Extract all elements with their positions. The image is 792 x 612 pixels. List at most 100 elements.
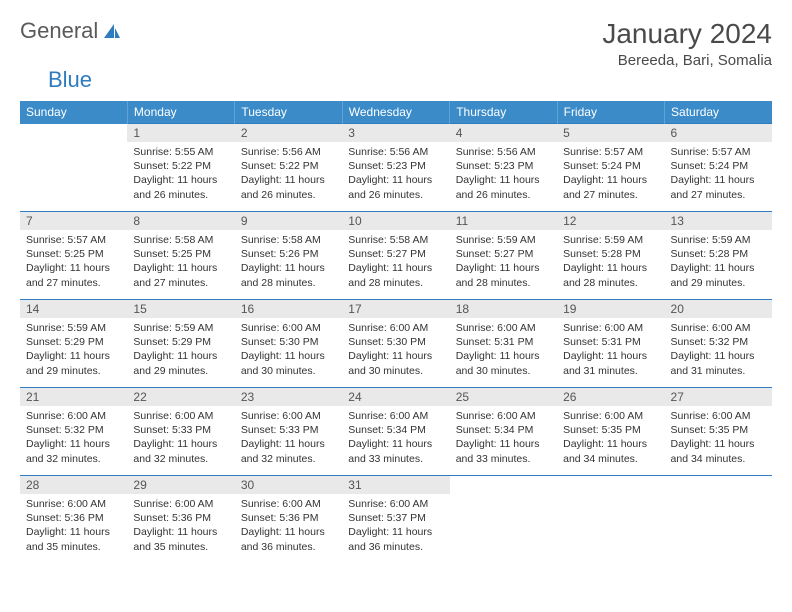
day-content: Sunrise: 5:55 AMSunset: 5:22 PMDaylight:… [127, 142, 234, 206]
day-content: Sunrise: 5:57 AMSunset: 5:24 PMDaylight:… [557, 142, 664, 206]
weekday-header: Saturday [665, 101, 772, 124]
calendar-day-cell: 17Sunrise: 6:00 AMSunset: 5:30 PMDayligh… [342, 300, 449, 388]
day-number: 31 [342, 476, 449, 494]
calendar-day-cell [20, 124, 127, 212]
day-content: Sunrise: 5:59 AMSunset: 5:27 PMDaylight:… [450, 230, 557, 294]
day-number: 14 [20, 300, 127, 318]
calendar-day-cell [557, 476, 664, 564]
day-number: 27 [665, 388, 772, 406]
day-content: Sunrise: 5:59 AMSunset: 5:28 PMDaylight:… [557, 230, 664, 294]
calendar-day-cell: 13Sunrise: 5:59 AMSunset: 5:28 PMDayligh… [665, 212, 772, 300]
calendar-week-row: 21Sunrise: 6:00 AMSunset: 5:32 PMDayligh… [20, 388, 772, 476]
day-number: 3 [342, 124, 449, 142]
calendar-day-cell: 5Sunrise: 5:57 AMSunset: 5:24 PMDaylight… [557, 124, 664, 212]
calendar-day-cell: 24Sunrise: 6:00 AMSunset: 5:34 PMDayligh… [342, 388, 449, 476]
day-content: Sunrise: 6:00 AMSunset: 5:32 PMDaylight:… [20, 406, 127, 470]
calendar-day-cell: 1Sunrise: 5:55 AMSunset: 5:22 PMDaylight… [127, 124, 234, 212]
calendar-day-cell: 10Sunrise: 5:58 AMSunset: 5:27 PMDayligh… [342, 212, 449, 300]
logo: General [20, 18, 124, 44]
weekday-header: Wednesday [342, 101, 449, 124]
day-content: Sunrise: 5:56 AMSunset: 5:23 PMDaylight:… [450, 142, 557, 206]
day-number: 15 [127, 300, 234, 318]
day-content: Sunrise: 6:00 AMSunset: 5:33 PMDaylight:… [127, 406, 234, 470]
day-content: Sunrise: 5:58 AMSunset: 5:26 PMDaylight:… [235, 230, 342, 294]
day-number: 18 [450, 300, 557, 318]
logo-text-blue: Blue [48, 67, 168, 93]
day-content: Sunrise: 6:00 AMSunset: 5:30 PMDaylight:… [342, 318, 449, 382]
day-number: 29 [127, 476, 234, 494]
logo-text-general: General [20, 18, 98, 44]
month-title: January 2024 [602, 18, 772, 50]
day-number: 21 [20, 388, 127, 406]
day-number: 2 [235, 124, 342, 142]
day-number: 22 [127, 388, 234, 406]
day-content: Sunrise: 6:00 AMSunset: 5:36 PMDaylight:… [20, 494, 127, 558]
weekday-header: Tuesday [235, 101, 342, 124]
day-number: 5 [557, 124, 664, 142]
calendar-day-cell: 3Sunrise: 5:56 AMSunset: 5:23 PMDaylight… [342, 124, 449, 212]
day-content: Sunrise: 5:58 AMSunset: 5:27 PMDaylight:… [342, 230, 449, 294]
day-content: Sunrise: 6:00 AMSunset: 5:34 PMDaylight:… [342, 406, 449, 470]
day-number: 25 [450, 388, 557, 406]
calendar-day-cell: 23Sunrise: 6:00 AMSunset: 5:33 PMDayligh… [235, 388, 342, 476]
calendar-day-cell [665, 476, 772, 564]
day-number: 10 [342, 212, 449, 230]
day-content: Sunrise: 6:00 AMSunset: 5:33 PMDaylight:… [235, 406, 342, 470]
day-number: 28 [20, 476, 127, 494]
calendar-week-row: 14Sunrise: 5:59 AMSunset: 5:29 PMDayligh… [20, 300, 772, 388]
day-number: 23 [235, 388, 342, 406]
day-number: 20 [665, 300, 772, 318]
calendar-day-cell: 2Sunrise: 5:56 AMSunset: 5:22 PMDaylight… [235, 124, 342, 212]
calendar-day-cell: 26Sunrise: 6:00 AMSunset: 5:35 PMDayligh… [557, 388, 664, 476]
day-number: 16 [235, 300, 342, 318]
day-number: 12 [557, 212, 664, 230]
calendar-day-cell: 31Sunrise: 6:00 AMSunset: 5:37 PMDayligh… [342, 476, 449, 564]
weekday-header: Monday [127, 101, 234, 124]
weekday-header: Friday [557, 101, 664, 124]
title-block: January 2024 Bereeda, Bari, Somalia [602, 18, 772, 69]
day-content: Sunrise: 6:00 AMSunset: 5:31 PMDaylight:… [557, 318, 664, 382]
calendar-day-cell: 25Sunrise: 6:00 AMSunset: 5:34 PMDayligh… [450, 388, 557, 476]
calendar-day-cell: 9Sunrise: 5:58 AMSunset: 5:26 PMDaylight… [235, 212, 342, 300]
calendar-week-row: 7Sunrise: 5:57 AMSunset: 5:25 PMDaylight… [20, 212, 772, 300]
calendar-day-cell: 15Sunrise: 5:59 AMSunset: 5:29 PMDayligh… [127, 300, 234, 388]
calendar-day-cell: 29Sunrise: 6:00 AMSunset: 5:36 PMDayligh… [127, 476, 234, 564]
day-number: 6 [665, 124, 772, 142]
calendar-day-cell: 4Sunrise: 5:56 AMSunset: 5:23 PMDaylight… [450, 124, 557, 212]
day-content: Sunrise: 6:00 AMSunset: 5:37 PMDaylight:… [342, 494, 449, 558]
calendar-day-cell: 20Sunrise: 6:00 AMSunset: 5:32 PMDayligh… [665, 300, 772, 388]
calendar-day-cell: 7Sunrise: 5:57 AMSunset: 5:25 PMDaylight… [20, 212, 127, 300]
calendar-day-cell: 12Sunrise: 5:59 AMSunset: 5:28 PMDayligh… [557, 212, 664, 300]
day-content: Sunrise: 6:00 AMSunset: 5:36 PMDaylight:… [235, 494, 342, 558]
day-number: 11 [450, 212, 557, 230]
calendar-day-cell: 27Sunrise: 6:00 AMSunset: 5:35 PMDayligh… [665, 388, 772, 476]
weekday-header-row: SundayMondayTuesdayWednesdayThursdayFrid… [20, 101, 772, 124]
day-number: 19 [557, 300, 664, 318]
day-content: Sunrise: 5:57 AMSunset: 5:25 PMDaylight:… [20, 230, 127, 294]
day-number: 9 [235, 212, 342, 230]
calendar-day-cell: 14Sunrise: 5:59 AMSunset: 5:29 PMDayligh… [20, 300, 127, 388]
day-content: Sunrise: 6:00 AMSunset: 5:34 PMDaylight:… [450, 406, 557, 470]
calendar-day-cell: 28Sunrise: 6:00 AMSunset: 5:36 PMDayligh… [20, 476, 127, 564]
calendar-day-cell: 16Sunrise: 6:00 AMSunset: 5:30 PMDayligh… [235, 300, 342, 388]
calendar-day-cell: 21Sunrise: 6:00 AMSunset: 5:32 PMDayligh… [20, 388, 127, 476]
weekday-header: Sunday [20, 101, 127, 124]
day-content: Sunrise: 5:59 AMSunset: 5:29 PMDaylight:… [20, 318, 127, 382]
location: Bereeda, Bari, Somalia [602, 52, 772, 69]
day-content: Sunrise: 6:00 AMSunset: 5:35 PMDaylight:… [557, 406, 664, 470]
calendar-day-cell: 6Sunrise: 5:57 AMSunset: 5:24 PMDaylight… [665, 124, 772, 212]
calendar-day-cell: 18Sunrise: 6:00 AMSunset: 5:31 PMDayligh… [450, 300, 557, 388]
day-content: Sunrise: 6:00 AMSunset: 5:30 PMDaylight:… [235, 318, 342, 382]
sail-icon [102, 22, 122, 40]
day-content: Sunrise: 6:00 AMSunset: 5:31 PMDaylight:… [450, 318, 557, 382]
calendar-table: SundayMondayTuesdayWednesdayThursdayFrid… [20, 101, 772, 564]
calendar-day-cell: 30Sunrise: 6:00 AMSunset: 5:36 PMDayligh… [235, 476, 342, 564]
day-number: 24 [342, 388, 449, 406]
day-content: Sunrise: 5:59 AMSunset: 5:28 PMDaylight:… [665, 230, 772, 294]
day-content: Sunrise: 5:56 AMSunset: 5:23 PMDaylight:… [342, 142, 449, 206]
day-number: 8 [127, 212, 234, 230]
day-content: Sunrise: 6:00 AMSunset: 5:32 PMDaylight:… [665, 318, 772, 382]
day-number: 30 [235, 476, 342, 494]
calendar-day-cell: 22Sunrise: 6:00 AMSunset: 5:33 PMDayligh… [127, 388, 234, 476]
day-number: 7 [20, 212, 127, 230]
